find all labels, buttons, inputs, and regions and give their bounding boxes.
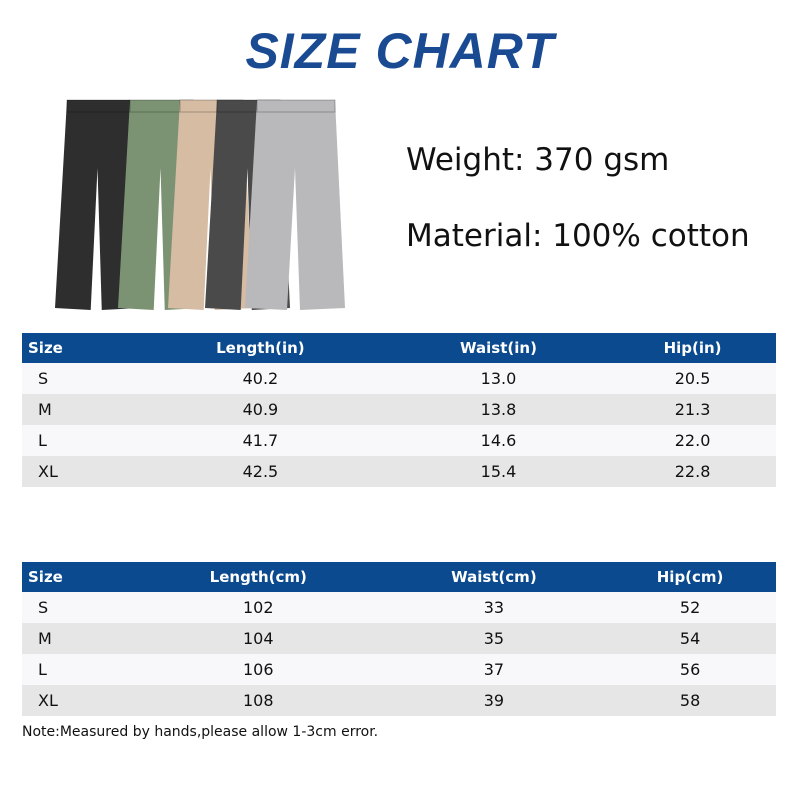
measurement-note: Note:Measured by hands,please allow 1-3c…: [22, 724, 379, 740]
cell-hip: 52: [604, 592, 776, 623]
header-hip: Hip(in): [609, 333, 776, 363]
size-table-cm: Size Length(cm) Waist(cm) Hip(cm) S 102 33…: [22, 562, 776, 716]
cell-waist: 15.4: [387, 456, 610, 487]
cell-size: XL: [22, 456, 133, 487]
pants-1: [55, 99, 140, 310]
cell-waist: 37: [383, 654, 605, 685]
table-row: S 40.2 13.0 20.5: [22, 363, 776, 394]
cell-waist: 14.6: [387, 425, 610, 456]
cell-hip: 22.0: [609, 425, 776, 456]
cell-size: M: [22, 394, 133, 425]
cell-waist: 39: [383, 685, 605, 716]
cell-hip: 22.8: [609, 456, 776, 487]
cell-waist: 33: [383, 592, 605, 623]
cell-waist: 35: [383, 623, 605, 654]
cell-hip: 20.5: [609, 363, 776, 394]
size-table-inches: Size Length(in) Waist(in) Hip(in) S 40.2 1…: [22, 333, 776, 487]
header-hip: Hip(cm): [604, 562, 776, 592]
weight-spec: Weight: 370 gsm: [406, 142, 670, 178]
header-waist: Waist(cm): [383, 562, 605, 592]
cell-hip: 21.3: [609, 394, 776, 425]
cell-size: L: [22, 425, 133, 456]
table-row: M 104 35 54: [22, 623, 776, 654]
cell-length: 42.5: [133, 456, 388, 487]
cell-size: M: [22, 623, 133, 654]
product-image-pants: [55, 99, 345, 310]
header-waist: Waist(in): [387, 333, 610, 363]
table-header: Size Length(cm) Waist(cm) Hip(cm): [22, 562, 776, 592]
cell-length: 40.2: [133, 363, 388, 394]
table-row: L 41.7 14.6 22.0: [22, 425, 776, 456]
cell-hip: 54: [604, 623, 776, 654]
cell-waist: 13.8: [387, 394, 610, 425]
header-length: Length(in): [133, 333, 388, 363]
table-row: L 106 37 56: [22, 654, 776, 685]
cell-length: 41.7: [133, 425, 388, 456]
cell-size: L: [22, 654, 133, 685]
cell-length: 40.9: [133, 394, 388, 425]
cell-length: 108: [133, 685, 384, 716]
header-size: Size: [22, 562, 133, 592]
cell-size: S: [22, 363, 133, 394]
cell-waist: 13.0: [387, 363, 610, 394]
cell-size: S: [22, 592, 133, 623]
table-row: XL 42.5 15.4 22.8: [22, 456, 776, 487]
cell-size: XL: [22, 685, 133, 716]
cell-length: 104: [133, 623, 384, 654]
table-row: S 102 33 52: [22, 592, 776, 623]
material-spec: Material: 100% cotton: [406, 218, 750, 254]
header-length: Length(cm): [133, 562, 384, 592]
cell-length: 106: [133, 654, 384, 685]
cell-length: 102: [133, 592, 384, 623]
table-row: M 40.9 13.8 21.3: [22, 394, 776, 425]
header-size: Size: [22, 333, 133, 363]
cell-hip: 56: [604, 654, 776, 685]
pants-5: [245, 99, 345, 310]
page-title: SIZE CHART: [245, 23, 555, 79]
table-header: Size Length(in) Waist(in) Hip(in): [22, 333, 776, 363]
cell-hip: 58: [604, 685, 776, 716]
table-row: XL 108 39 58: [22, 685, 776, 716]
